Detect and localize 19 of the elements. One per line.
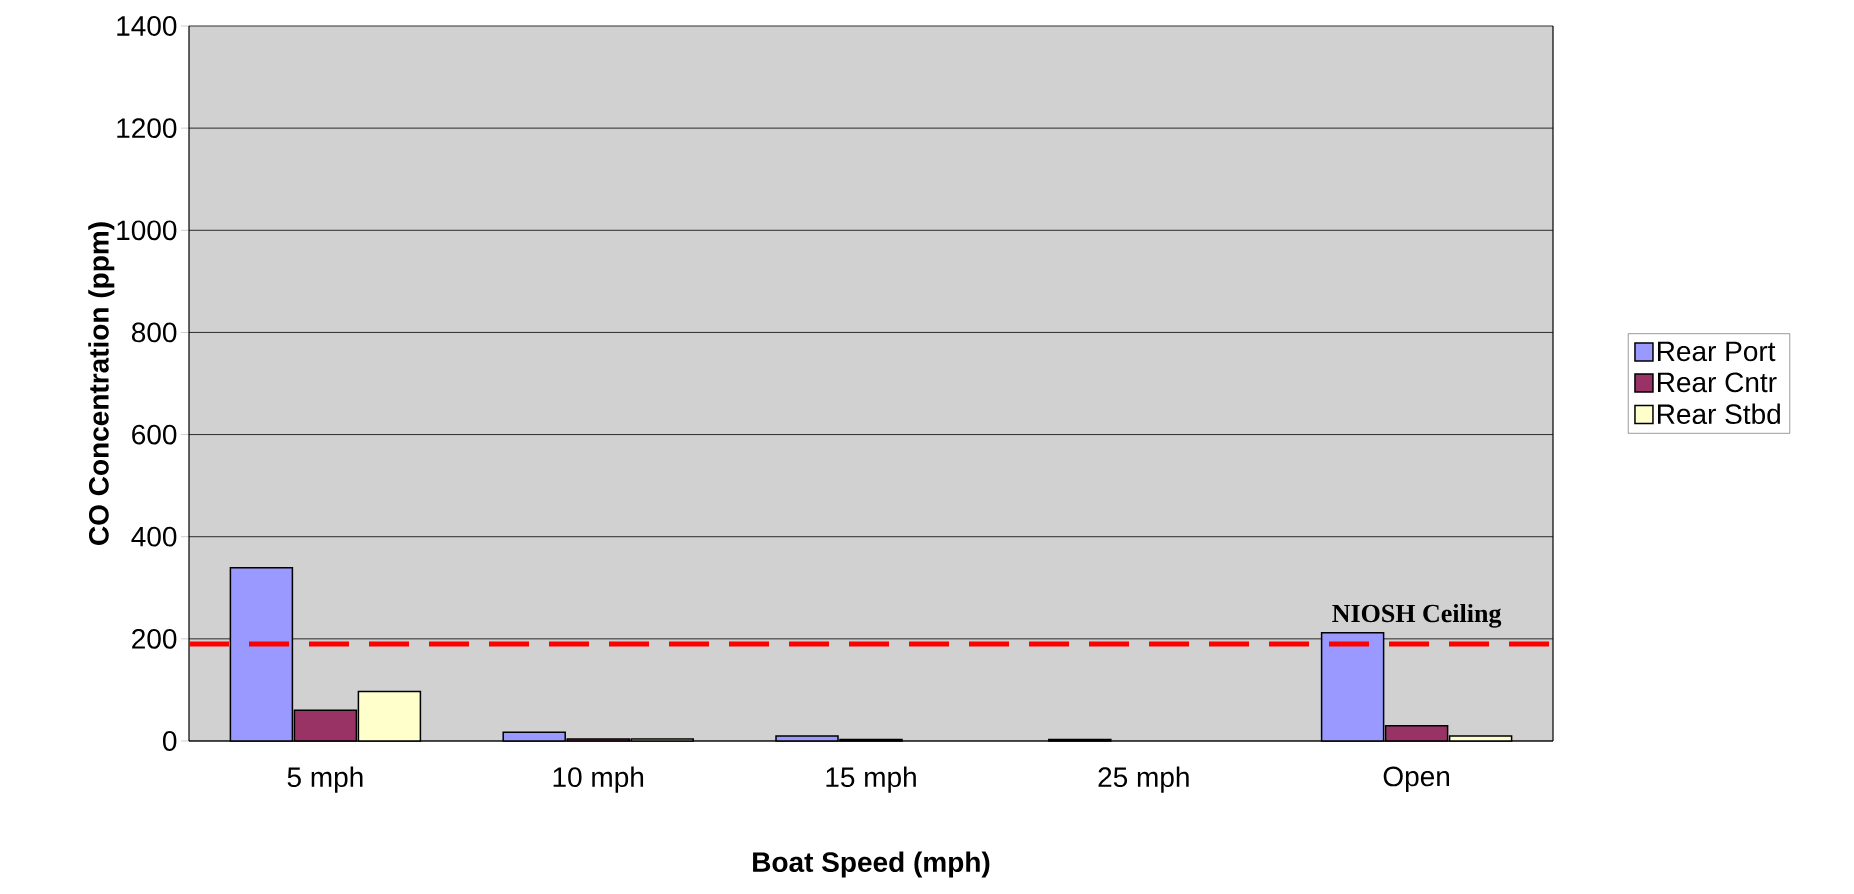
x-tick-label: 15 mph [826,766,916,793]
y-axis-title: CO Concentration (ppm) [88,222,115,545]
y-tick-label: 0 [163,731,177,751]
y-tick-label: 400 [131,526,177,547]
x-tick-label: 10 mph [553,766,644,793]
legend-label: Rear Port [1658,341,1776,362]
y-tick-label: 200 [132,628,177,649]
legend-label: Rear Cntr [1658,372,1777,393]
y-tick-label: 800 [131,322,177,343]
y-tick-label: 600 [132,424,177,445]
x-tick-label: 25 mph [1098,766,1189,793]
y-tick-label: 1400 [117,16,177,36]
y-tick-label: 1000 [117,220,177,241]
x-tick-label: 5 mph [287,766,363,793]
ref-line-label: NIOSH Ceiling [1332,603,1502,628]
x-axis-title: Boat Speed (mph) [753,851,990,878]
y-tick-label: 1200 [117,118,177,139]
legend-label: Rear Stbd [1658,403,1780,425]
x-tick-label: Open [1383,766,1450,792]
